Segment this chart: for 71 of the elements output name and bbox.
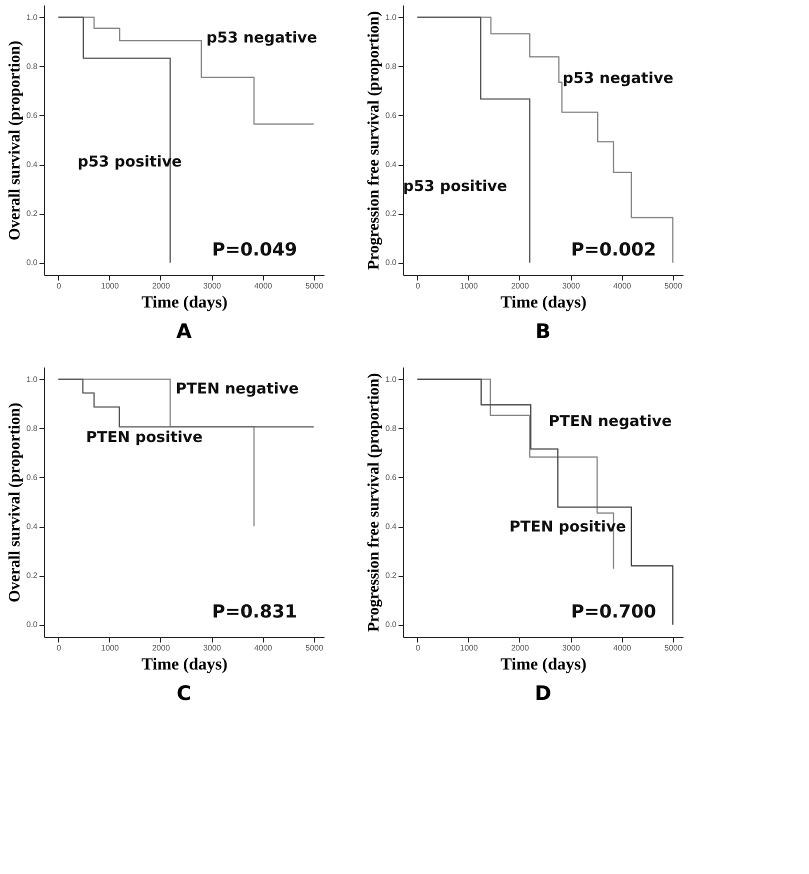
x-tick-label: 1000 <box>101 282 120 290</box>
y-tick-label: 0.4 <box>385 160 398 170</box>
y-tick-label: 0.8 <box>26 62 38 71</box>
y-tick-label: 0.6 <box>385 110 398 120</box>
y-tick-label: 0.6 <box>385 472 398 482</box>
series-label: PTEN negative <box>548 412 672 430</box>
x-tick-label: 4000 <box>254 282 273 290</box>
y-tick-label: 0.6 <box>26 472 38 482</box>
y-tick-label: 0.0 <box>385 258 398 268</box>
x-axis-title: Time (days) <box>500 292 587 312</box>
y-tick-label: 0.8 <box>26 424 38 433</box>
series-label: p53 negative <box>562 68 674 87</box>
x-tick-label: 5000 <box>305 644 324 652</box>
x-tick-label: 5000 <box>664 282 683 290</box>
x-tick-label: 0 <box>56 282 62 290</box>
x-tick-label: 4000 <box>613 644 632 652</box>
x-tick-label: 5000 <box>664 644 683 652</box>
y-tick-label: 0.8 <box>385 424 398 433</box>
x-tick-label: 3000 <box>562 644 581 652</box>
y-tick-label: 0.2 <box>26 571 38 580</box>
x-tick-label: 2000 <box>511 282 530 290</box>
y-tick-label: 0.0 <box>26 620 38 630</box>
y-axis-title: Progression free survival (proportion) <box>365 11 382 270</box>
x-tick-label: 2000 <box>511 644 530 652</box>
y-tick-label: 1.0 <box>26 12 38 22</box>
x-tick-label: 3000 <box>562 282 581 290</box>
x-tick-label: 1000 <box>460 644 478 652</box>
y-axis-title: Overall survival (proportion) <box>6 40 24 240</box>
annotation: P=0.700 <box>571 602 656 623</box>
text: B <box>535 319 551 343</box>
x-tick-label: 2000 <box>152 282 170 290</box>
annotation: P=0.002 <box>571 240 656 261</box>
x-tick-label: 0 <box>56 644 62 652</box>
text: D <box>534 681 552 705</box>
series-label: PTEN positive <box>509 517 626 536</box>
series-label: PTEN negative <box>176 380 299 398</box>
y-tick-label: 1.0 <box>385 374 398 384</box>
y-axis-title: Overall survival (proportion) <box>6 402 24 602</box>
text: A <box>176 319 192 343</box>
y-tick-label: 0.0 <box>385 620 398 630</box>
x-axis-title: Time (days) <box>500 654 587 674</box>
x-tick-label: 0 <box>416 644 421 652</box>
x-axis-title: Time (days) <box>141 292 228 312</box>
annotation: P=0.049 <box>212 240 298 261</box>
x-tick-label: 1000 <box>101 644 120 652</box>
x-tick-label: 2000 <box>152 644 170 652</box>
annotation: P=0.831 <box>212 602 298 623</box>
y-tick-label: 0.0 <box>26 258 38 268</box>
text: C <box>176 681 192 705</box>
x-tick-label: 1000 <box>460 282 478 290</box>
series-label: p53 positive <box>403 176 508 195</box>
x-tick-label: 0 <box>416 282 421 290</box>
x-tick-label: 5000 <box>305 282 324 290</box>
y-axis-title: Progression free survival (proportion) <box>365 373 382 632</box>
x-tick-label: 3000 <box>203 644 222 652</box>
series-label: PTEN positive <box>86 428 203 446</box>
y-tick-label: 0.4 <box>26 160 38 170</box>
y-tick-label: 0.2 <box>385 571 398 580</box>
series-label: p53 negative <box>206 28 318 46</box>
y-tick-label: 0.4 <box>385 522 398 532</box>
x-axis-title: Time (days) <box>141 654 228 674</box>
x-tick-label: 4000 <box>613 282 632 290</box>
y-tick-label: 0.2 <box>26 209 38 218</box>
y-tick-label: 1.0 <box>26 374 38 384</box>
y-tick-label: 1.0 <box>385 12 398 22</box>
y-tick-label: 0.2 <box>385 209 398 218</box>
x-tick-label: 3000 <box>203 282 222 290</box>
x-tick-label: 4000 <box>254 644 273 652</box>
y-tick-label: 0.6 <box>26 110 38 120</box>
y-tick-label: 0.8 <box>385 62 398 71</box>
y-tick-label: 0.4 <box>26 522 38 532</box>
